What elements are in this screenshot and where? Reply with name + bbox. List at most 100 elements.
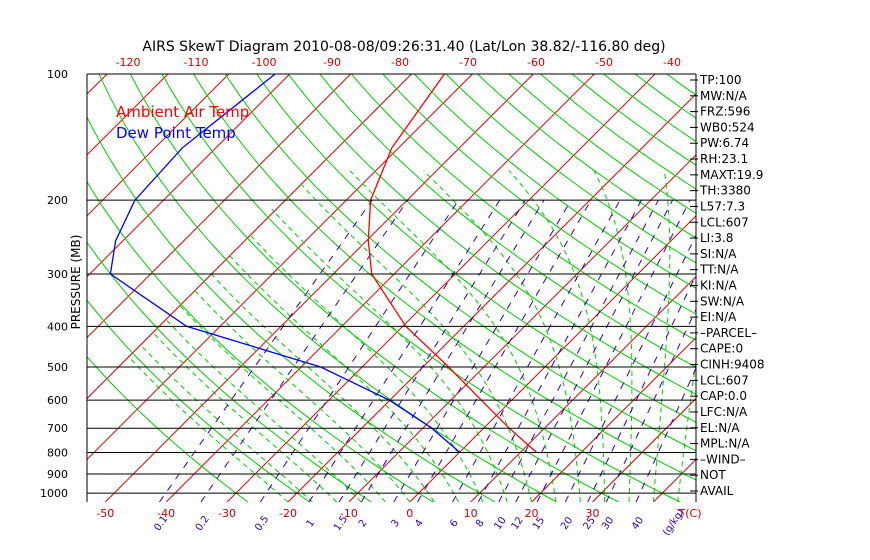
dry-adiabat-line [87, 299, 310, 502]
moist-adiabat-line [271, 208, 508, 502]
isotherm-line [87, 74, 412, 400]
dry-adiabat-line [98, 74, 557, 502]
index-label: L57:7.3 [700, 199, 745, 213]
isotherm-line [470, 275, 696, 502]
mixing-ratio-line [158, 199, 373, 502]
mixing-ratio-line [360, 199, 545, 502]
legend-dew-point-temp: Dew Point Temp [116, 124, 236, 142]
moist-adiabat-line [139, 343, 313, 502]
pressure-tick-label: 300 [47, 268, 68, 281]
isotherm-line [592, 397, 696, 502]
mixing-ratio-line [498, 199, 659, 502]
index-label: PW:6.74 [700, 136, 749, 150]
bottom-tick-labels: -50 -40 -30 -20 -10 0 10 20 30 T(C)0.1 0.2 0.5 1 1.5 2… [96, 507, 701, 538]
dry-adiabat-line [477, 74, 696, 239]
mixing-ratio-tick-label: 4 [413, 518, 426, 530]
isotherm-line [87, 74, 291, 278]
bottom-temp-tick-label: -40 [157, 507, 175, 520]
bottom-temp-unit-label: T(C) [678, 507, 702, 520]
dry-adiabat-line [87, 355, 249, 502]
dry-adiabat-line [540, 74, 696, 190]
pressure-tick-label: 800 [47, 447, 68, 460]
moist-adiabat-line [151, 330, 338, 502]
index-label: WB0:524 [700, 120, 755, 134]
mixing-ratio-tick-label: 6 [448, 518, 461, 530]
bottom-temp-tick-label: 30 [585, 507, 599, 520]
bottom-temp-tick-label: -30 [218, 507, 236, 520]
mixing-ratio-line [338, 199, 526, 502]
dewpoint-profile-line [109, 74, 461, 453]
isotherm-line [531, 336, 696, 502]
index-label: CINH:9408 [700, 358, 765, 372]
mixing-ratio-unit-label: (g/kg) [661, 507, 687, 538]
isotherm-line [87, 74, 351, 339]
dry-adiabat-line [130, 74, 619, 502]
mixing-ratio-line [452, 199, 621, 502]
index-label: LFC:N/A [700, 405, 748, 419]
pressure-tick-label: 900 [47, 468, 68, 481]
mixing-ratio-tick-label: 0.5 [253, 514, 271, 533]
top-temp-tick-label: -110 [184, 56, 209, 69]
index-label: SI:N/A [700, 247, 737, 261]
mixing-ratio-tick-label: 12 [510, 515, 526, 532]
bottom-temp-tick-label: -10 [340, 507, 358, 520]
mixing-ratio-tick-label: 3 [389, 518, 402, 530]
y-axis-label: PRESSURE (MB) [69, 235, 83, 330]
index-label: KI:N/A [700, 279, 737, 293]
dry-adiabat-line [414, 74, 696, 289]
top-temp-tick-label: -90 [323, 56, 341, 69]
index-label: CAP:0.0 [700, 389, 747, 403]
isotherm-line [409, 215, 696, 502]
top-temp-tick-label: -50 [595, 56, 613, 69]
top-temp-tick-label: -70 [459, 56, 477, 69]
pressure-tick-label: 100 [47, 68, 68, 81]
mixing-ratio-line [259, 199, 459, 502]
mixing-ratio-line [308, 199, 501, 502]
dry-adiabat-line [87, 241, 372, 502]
bottom-temp-tick-label: 20 [525, 507, 539, 520]
bottom-temp-tick-label: -50 [96, 507, 114, 520]
mixing-ratio-line [564, 234, 696, 502]
mixing-ratio-tick-label: 0.2 [194, 514, 212, 533]
index-label: LCL:607 [700, 373, 749, 387]
bottom-temp-tick-label: 0 [406, 507, 413, 520]
bottom-temp-tick-label: -20 [279, 507, 297, 520]
isotherm-line [104, 74, 534, 502]
top-temp-tick-label: -60 [527, 56, 545, 69]
dry-adiabat-line [445, 74, 696, 264]
mixing-ratio-tick-label: 10 [492, 515, 508, 532]
mixing-ratio-line [417, 199, 592, 502]
mixing-ratio-tick-label: 2 [357, 518, 370, 530]
pressure-tick-label: 500 [47, 361, 68, 374]
moist-adiabat-line [127, 355, 289, 502]
index-label: EL:N/A [700, 421, 740, 435]
pressure-tick-label: 1000 [40, 487, 68, 500]
chart-title: AIRS SkewT Diagram 2010-08-08/09:26:31.4… [142, 39, 665, 55]
profile-lines [109, 74, 538, 453]
dry-adiabat-line [161, 74, 681, 502]
index-label: LCL:607 [700, 215, 749, 229]
index-label: MW:N/A [700, 89, 748, 103]
dry-adiabat-line [87, 180, 434, 502]
pressure-tick-label: 400 [47, 320, 68, 333]
moist-adiabat-line [248, 233, 484, 502]
pressure-tick-label: 200 [47, 194, 68, 207]
mixing-ratio-tick-label: 20 [559, 515, 575, 532]
index-label: MAXT:19.9 [700, 168, 763, 182]
pressure-tick-label: 600 [47, 394, 68, 407]
index-label: AVAIL [700, 484, 734, 498]
air-temp-profile-line [367, 74, 538, 453]
index-label: RH:23.1 [700, 152, 748, 166]
moist-adiabat-line [165, 319, 362, 502]
legend-ambient-air-temp: Ambient Air Temp [116, 103, 249, 121]
index-label: LI:3.8 [700, 231, 733, 245]
mixing-ratio-line [536, 199, 691, 502]
isotherm-line [0, 74, 46, 502]
moist-adiabat-line [593, 170, 633, 502]
index-label: NOT [700, 468, 726, 482]
mixing-ratio-tick-label: 30 [600, 515, 616, 532]
index-label: FRZ:596 [700, 105, 750, 119]
isotherm-line [226, 74, 656, 502]
